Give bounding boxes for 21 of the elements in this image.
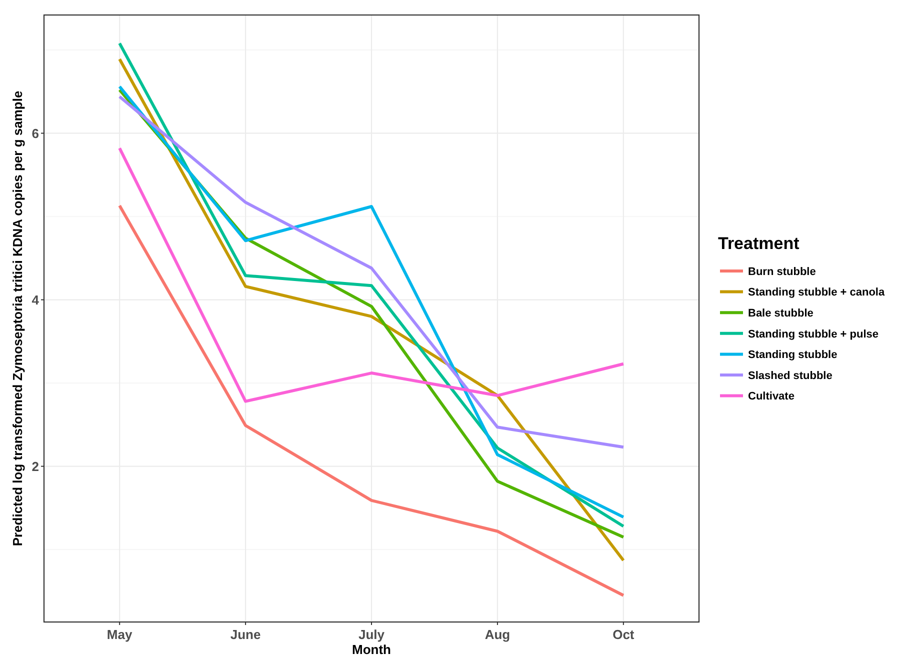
- legend-label: Standing stubble + pulse: [748, 328, 878, 340]
- y-tick-label: 2: [32, 458, 39, 474]
- legend-label: Slashed stubble: [748, 370, 832, 382]
- legend-label: Burn stubble: [748, 266, 816, 278]
- x-axis-title: Month: [352, 642, 392, 657]
- x-tick-label: July: [358, 627, 386, 642]
- y-tick-label: 6: [32, 126, 39, 141]
- x-tick-label: June: [230, 627, 261, 642]
- y-tick-label: 4: [32, 292, 40, 308]
- line-series: [118, 95, 625, 449]
- legend-title: Treatment: [718, 234, 800, 253]
- x-tick-label: Aug: [484, 627, 510, 642]
- legend-label: Cultivate: [748, 390, 794, 403]
- legend-label: Bale stubble: [748, 307, 814, 320]
- x-tick-label: Oct: [612, 627, 635, 642]
- line-series: [118, 204, 625, 597]
- line-series: [118, 146, 625, 403]
- x-tick-label: May: [106, 627, 133, 642]
- legend-label: Standing stubble + canola: [748, 286, 886, 299]
- legend-label: Standing stubble: [748, 349, 838, 362]
- y-axis-title: Predicted log transformed Zymoseptoria tritici KDNA copies per g sample: [10, 90, 25, 546]
